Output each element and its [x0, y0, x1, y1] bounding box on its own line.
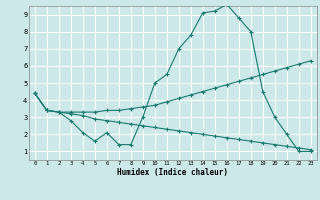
X-axis label: Humidex (Indice chaleur): Humidex (Indice chaleur): [117, 168, 228, 177]
